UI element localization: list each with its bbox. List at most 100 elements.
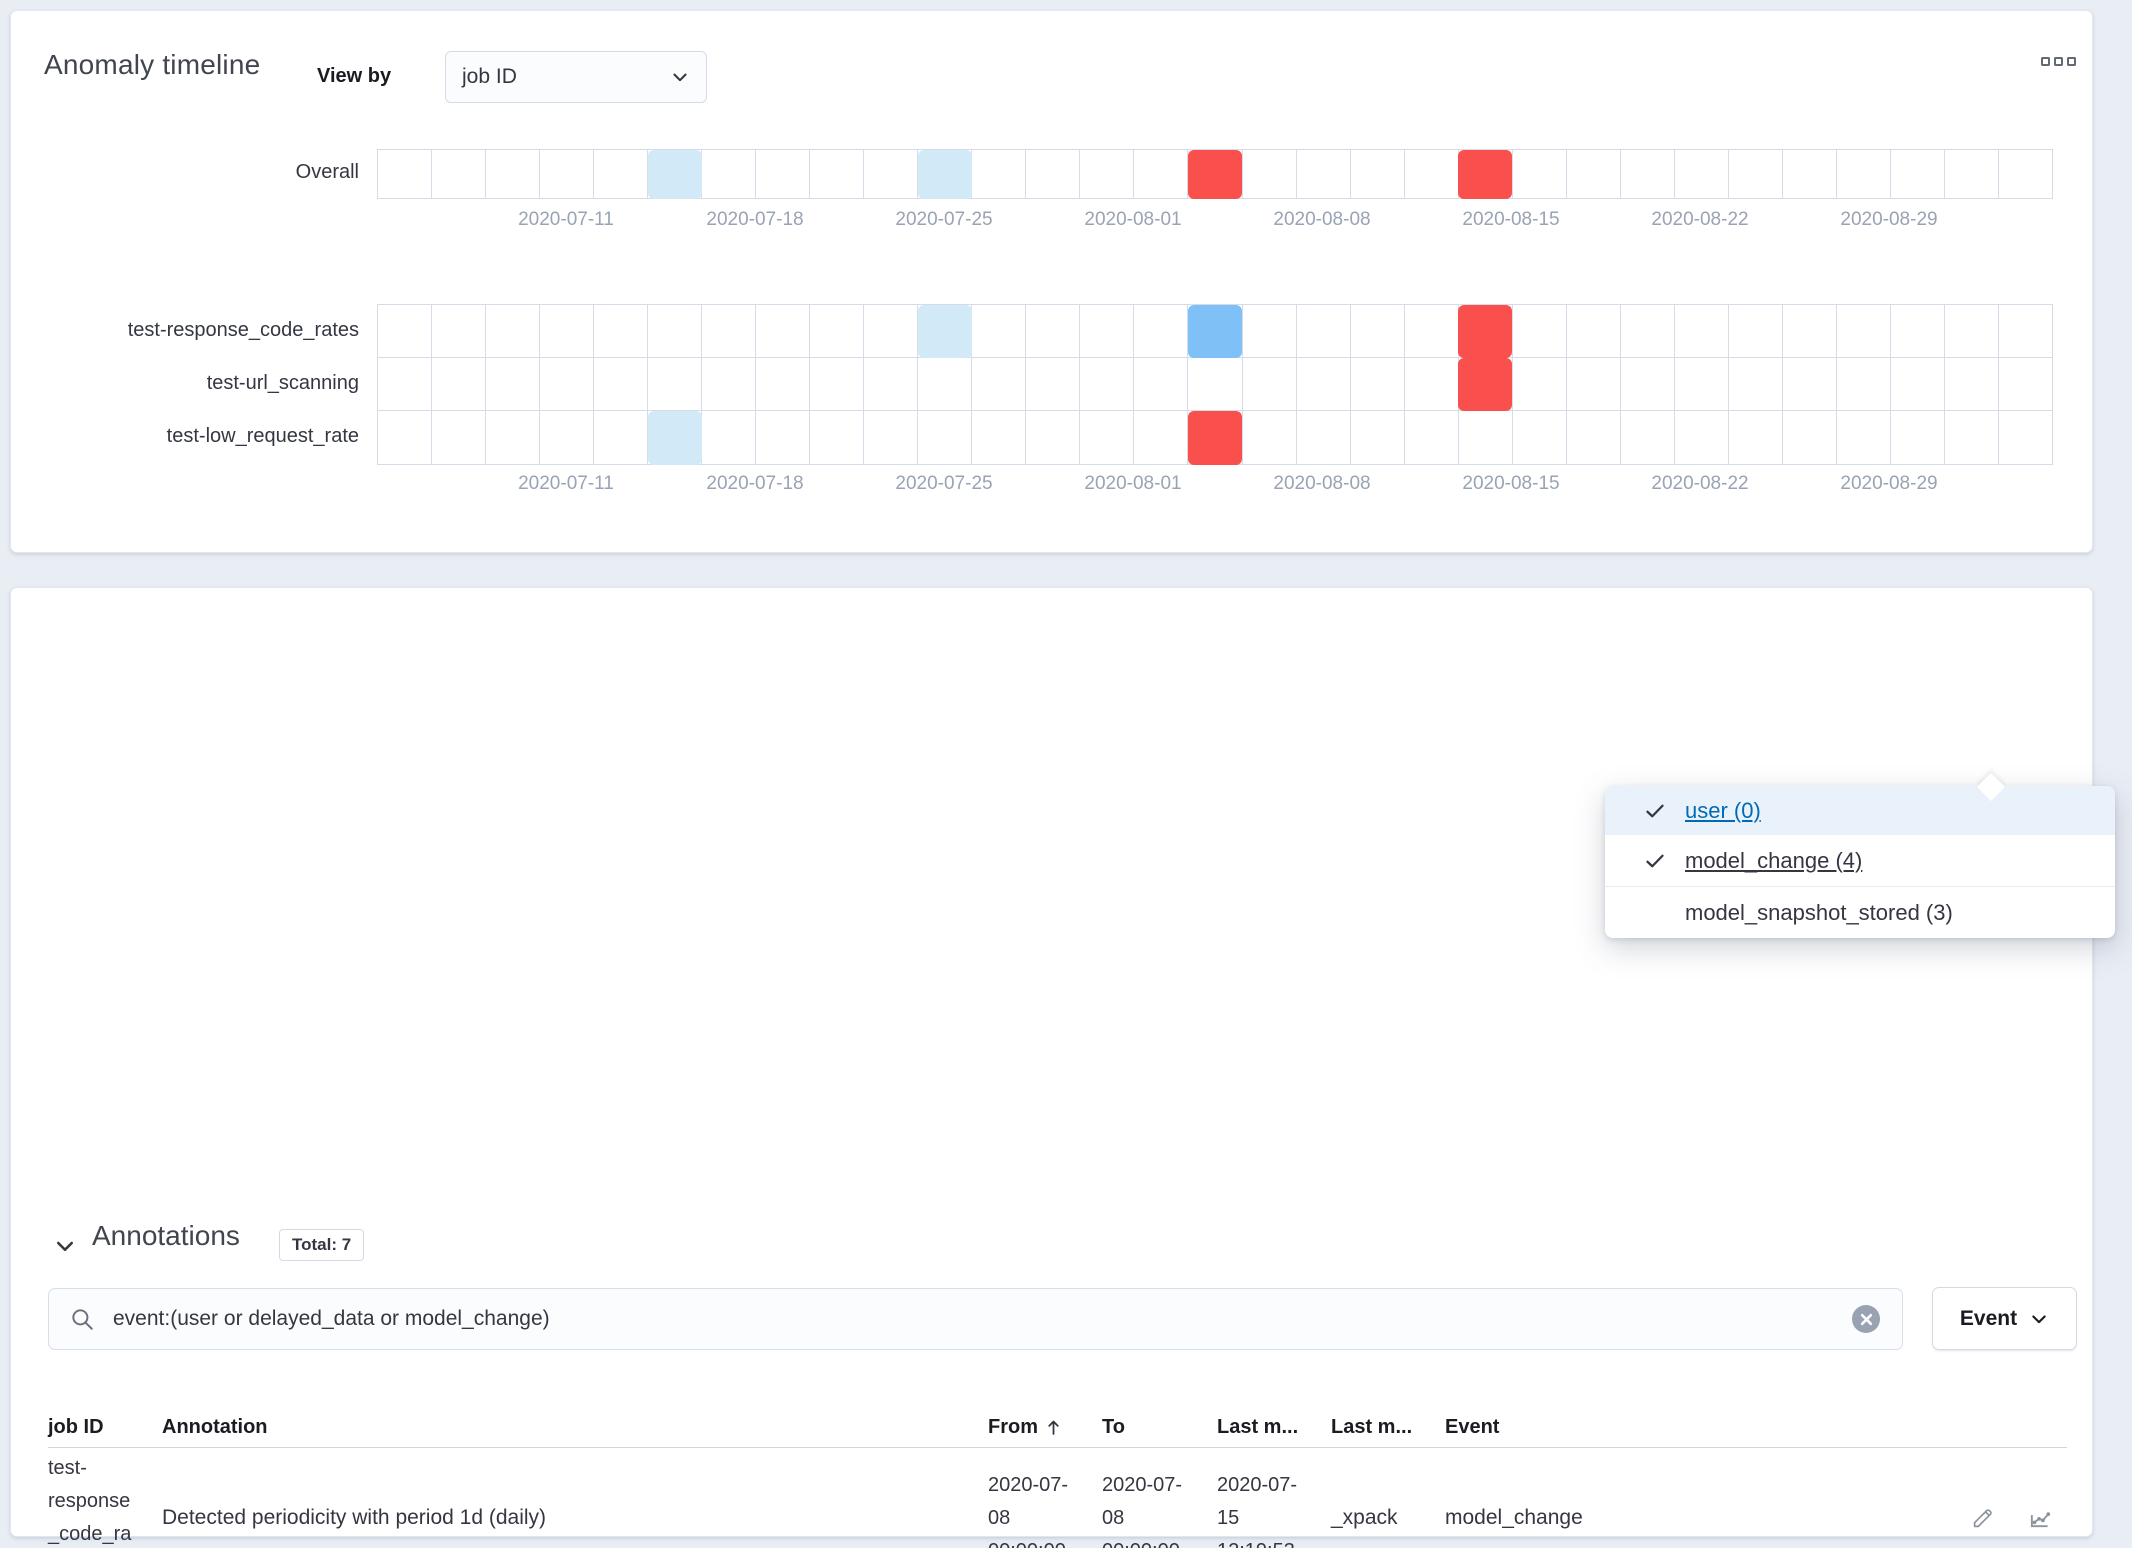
swimlane-cell[interactable] (1621, 150, 1675, 198)
swimlane-cell[interactable] (1513, 150, 1567, 198)
swimlane-cell[interactable] (1513, 411, 1567, 464)
swimlane-cell[interactable] (702, 358, 757, 410)
swimlane-cell[interactable] (917, 149, 973, 199)
header-annotation[interactable]: Annotation (162, 1416, 268, 1438)
swimlane-cell[interactable] (1080, 358, 1135, 410)
swimlane-cell[interactable] (432, 305, 487, 357)
swimlane-cell[interactable] (486, 411, 541, 464)
header-job-id[interactable]: job ID (48, 1416, 104, 1438)
swimlane-cell[interactable] (918, 411, 973, 464)
swimlane-cell[interactable] (1187, 149, 1243, 199)
swimlane-cell[interactable] (1621, 305, 1675, 357)
swimlane-cell[interactable] (1675, 305, 1729, 357)
swimlane-cell[interactable] (1621, 411, 1675, 464)
swimlane-cell[interactable] (1458, 357, 1513, 411)
swimlane-cell[interactable] (1783, 150, 1837, 198)
swimlane-cell[interactable] (1351, 358, 1405, 410)
swimlane-cell[interactable] (378, 150, 433, 198)
event-filter-option[interactable]: model_snapshot_stored (3) (1605, 886, 2115, 938)
swimlane-cell[interactable] (1729, 411, 1783, 464)
swimlane-cell[interactable] (1729, 150, 1783, 198)
swimlane-cell[interactable] (1837, 150, 1891, 198)
swimlane-cell[interactable] (702, 150, 757, 198)
swimlane-cell[interactable] (594, 305, 649, 357)
swimlane-cell[interactable] (432, 411, 487, 464)
swimlane-cell[interactable] (1351, 305, 1405, 357)
swimlane-cell[interactable] (540, 305, 595, 357)
swimlane-cell[interactable] (1297, 358, 1351, 410)
swimlane-cell[interactable] (864, 150, 919, 198)
swimlane-cell[interactable] (540, 411, 595, 464)
swimlane-cell[interactable] (1297, 411, 1351, 464)
edit-annotation-button[interactable] (1969, 1504, 1996, 1532)
swimlane-cell[interactable] (1999, 411, 2052, 464)
swimlane-cell[interactable] (1783, 358, 1837, 410)
swimlane-cell[interactable] (756, 150, 811, 198)
swimlane-cell[interactable] (1999, 305, 2052, 357)
swimlane-cell[interactable] (486, 358, 541, 410)
swimlane-cell[interactable] (1837, 305, 1891, 357)
swimlane-cell[interactable] (1405, 305, 1459, 357)
swimlane-cell[interactable] (1891, 305, 1945, 357)
swimlane-cell[interactable] (1134, 411, 1189, 464)
swimlane-cell[interactable] (1945, 411, 1999, 464)
swimlane-cell[interactable] (647, 149, 703, 199)
view-by-select[interactable]: job ID (445, 51, 707, 103)
swimlane-cell[interactable] (1026, 411, 1081, 464)
swimlane-cell[interactable] (864, 305, 919, 357)
swimlane-cell[interactable] (972, 150, 1027, 198)
swimlane-cell[interactable] (864, 411, 919, 464)
swimlane-cell[interactable] (810, 358, 865, 410)
swimlane-cell[interactable] (1945, 305, 1999, 357)
swimlane-cell[interactable] (810, 411, 865, 464)
swimlane-cell[interactable] (1405, 411, 1459, 464)
swimlane-cell[interactable] (1891, 358, 1945, 410)
swimlane-cell[interactable] (1134, 358, 1189, 410)
header-event[interactable]: Event (1445, 1416, 1500, 1438)
swimlane-cell[interactable] (1187, 304, 1243, 358)
swimlane-cell[interactable] (1891, 411, 1945, 464)
swimlane-cell[interactable] (540, 150, 595, 198)
swimlane-cell[interactable] (432, 358, 487, 410)
header-to[interactable]: To (1102, 1416, 1125, 1438)
swimlane-cell[interactable] (1405, 358, 1459, 410)
swimlane-cell[interactable] (1080, 305, 1135, 357)
swimlane-cell[interactable] (1675, 411, 1729, 464)
swimlane-cell[interactable] (1729, 305, 1783, 357)
swimlane-cell[interactable] (1783, 411, 1837, 464)
swimlane-cell[interactable] (810, 150, 865, 198)
swimlane-cell[interactable] (486, 305, 541, 357)
swimlane-cell[interactable] (1297, 305, 1351, 357)
swimlane-cell[interactable] (1458, 149, 1513, 199)
swimlane-cell[interactable] (1945, 150, 1999, 198)
swimlane-cell[interactable] (594, 358, 649, 410)
swimlane-cell[interactable] (1026, 358, 1081, 410)
swimlane-cell[interactable] (1729, 358, 1783, 410)
swimlane-cell[interactable] (756, 305, 811, 357)
swimlane-cell[interactable] (1891, 150, 1945, 198)
swimlane-cell[interactable] (1513, 305, 1567, 357)
swimlane-cell[interactable] (1187, 410, 1243, 465)
swimlane-cell[interactable] (1405, 150, 1459, 198)
swimlane-cell[interactable] (756, 411, 811, 464)
swimlane-cell[interactable] (1351, 411, 1405, 464)
swimlane-cell[interactable] (1837, 411, 1891, 464)
swimlane-cell[interactable] (917, 304, 973, 358)
search-input[interactable] (113, 1307, 1852, 1331)
header-from[interactable]: From (988, 1416, 1102, 1439)
swimlane-cell[interactable] (647, 410, 703, 465)
swimlane-cell[interactable] (1567, 305, 1621, 357)
swimlane-cell[interactable] (1567, 150, 1621, 198)
swimlane-cell[interactable] (432, 150, 487, 198)
swimlane-cell[interactable] (810, 305, 865, 357)
swimlane-cell[interactable] (1134, 150, 1189, 198)
collapse-chevron-down-icon[interactable] (53, 1234, 77, 1258)
swimlane-cell[interactable] (702, 305, 757, 357)
event-filter-option[interactable]: model_change (4) (1605, 835, 2115, 886)
panel-menu-button[interactable] (2037, 53, 2080, 70)
swimlane-cell[interactable] (1567, 411, 1621, 464)
open-in-single-metric-viewer-button[interactable] (2026, 1504, 2054, 1532)
header-last-modified-date[interactable]: Last m... (1217, 1416, 1299, 1438)
header-last-modified-by[interactable]: Last m... (1331, 1416, 1413, 1438)
swimlane-cell[interactable] (1513, 358, 1567, 410)
